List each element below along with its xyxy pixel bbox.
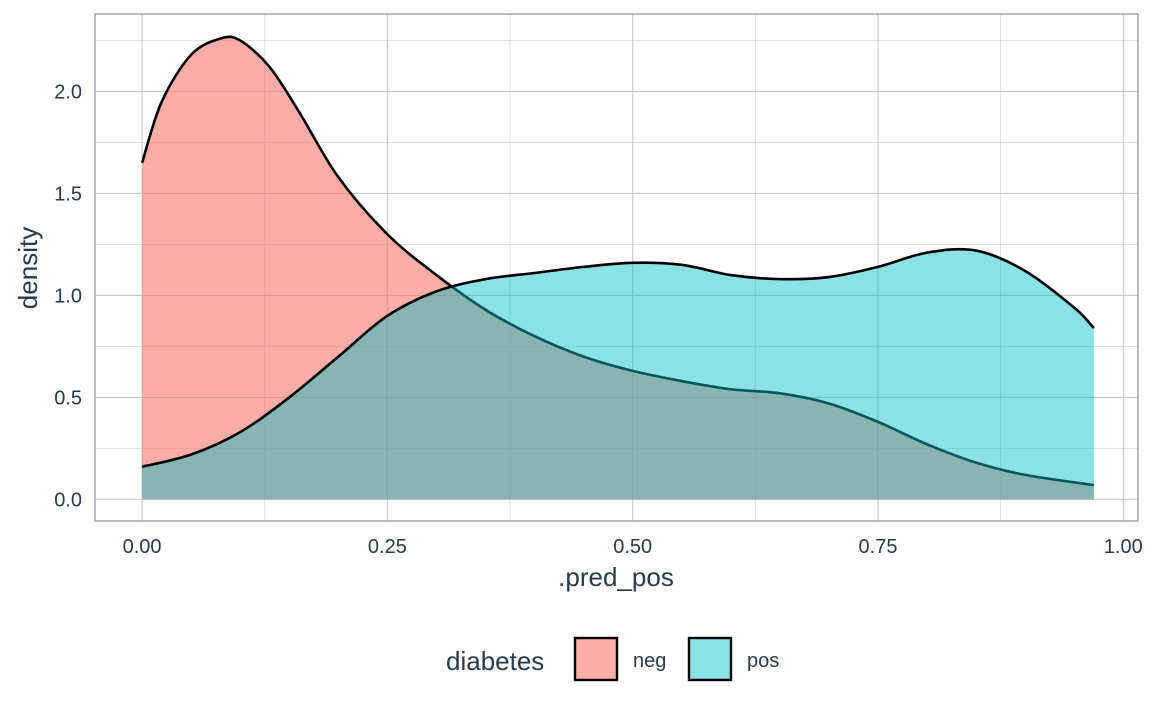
density-area-pos bbox=[142, 249, 1094, 500]
x-tick-label: 0.50 bbox=[613, 536, 652, 558]
y-tick-label: 0.0 bbox=[54, 489, 82, 511]
y-tick-label: 1.0 bbox=[54, 285, 82, 307]
legend-key-pos bbox=[687, 636, 733, 682]
x-tick-label: 0.25 bbox=[368, 536, 407, 558]
y-tick-label: 0.5 bbox=[54, 387, 82, 409]
tick-layer: 0.00 0.25 0.50 0.75 1.00 0.0 0.5 1.0 1.5 2.0 bbox=[54, 81, 1143, 558]
y-tick-label: 2.0 bbox=[54, 81, 82, 103]
legend: diabetes neg pos bbox=[446, 636, 779, 682]
x-tick-label: 0.75 bbox=[859, 536, 898, 558]
x-axis-title: .pred_pos bbox=[558, 562, 674, 592]
density-line-pos bbox=[141, 247, 1095, 469]
panel-border bbox=[94, 13, 1139, 522]
legend-label-pos: pos bbox=[747, 650, 779, 672]
density-area-neg bbox=[142, 36, 1094, 500]
y-tick-label: 1.5 bbox=[54, 183, 82, 205]
legend-title: diabetes bbox=[446, 646, 544, 676]
density-line-neg bbox=[140, 35, 1095, 487]
y-axis-title: density bbox=[13, 227, 43, 309]
legend-key-neg bbox=[573, 636, 619, 682]
x-tick-label: 1.00 bbox=[1104, 536, 1143, 558]
x-tick-label: 0.00 bbox=[123, 536, 162, 558]
legend-label-neg: neg bbox=[633, 650, 666, 672]
series-layer bbox=[140, 35, 1095, 500]
